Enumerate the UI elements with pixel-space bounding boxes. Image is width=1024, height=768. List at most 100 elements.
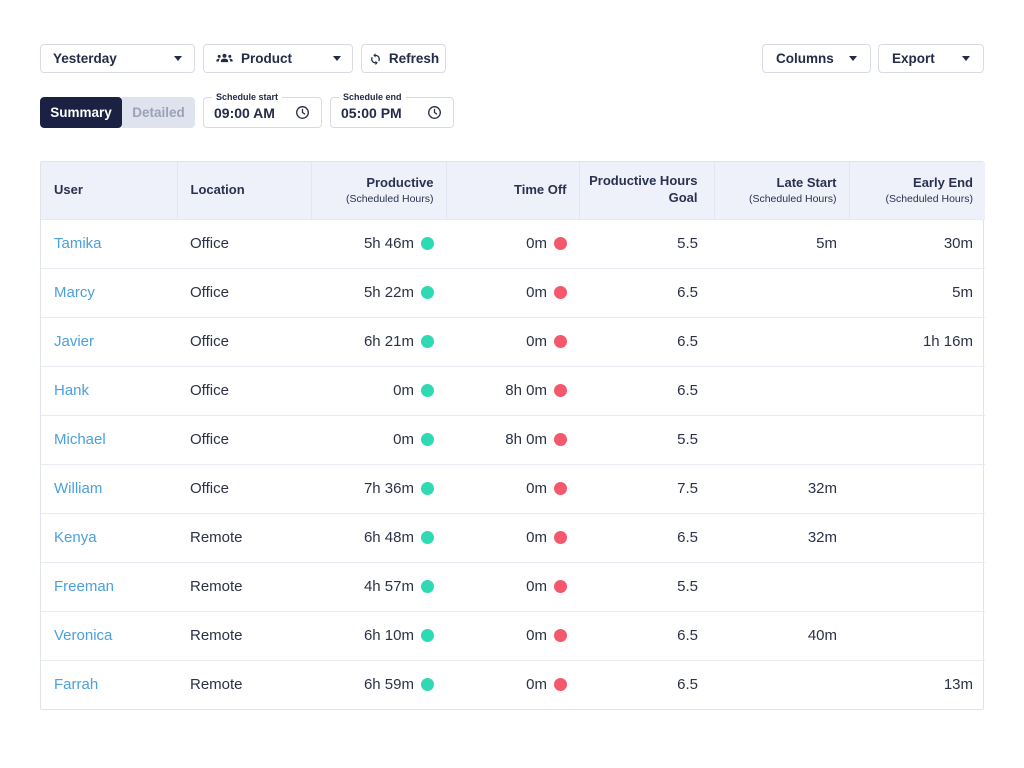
early-end-cell xyxy=(849,414,985,464)
caret-down-icon xyxy=(174,56,182,61)
productive-value: 6h 21m xyxy=(363,333,414,350)
early-end-cell: 5m xyxy=(849,267,985,317)
user-link[interactable]: Kenya xyxy=(54,529,97,546)
user-cell: Hank xyxy=(41,365,177,415)
productive-value: 6h 48m xyxy=(363,529,414,546)
productive-cell: 5h 22m xyxy=(311,267,446,317)
user-link[interactable]: William xyxy=(54,480,103,497)
column-header-productive: Productive (Scheduled Hours) xyxy=(310,162,446,219)
team-select[interactable]: Product xyxy=(203,44,353,73)
date-range-select[interactable]: Yesterday xyxy=(40,44,195,73)
tab-summary[interactable]: Summary xyxy=(40,97,122,128)
time-off-value: 0m xyxy=(526,676,547,694)
column-header-early-end: Early End (Scheduled Hours) xyxy=(848,162,985,219)
time-off-cell: 0m xyxy=(446,267,579,317)
summary-table: User Location Productive (Scheduled Hour… xyxy=(40,161,985,710)
user-cell: Freeman xyxy=(41,561,177,611)
user-link[interactable]: Marcy xyxy=(54,284,95,301)
caret-down-icon xyxy=(962,56,970,61)
schedule-start-field[interactable]: Schedule start 09:00 AM xyxy=(203,92,322,128)
location-cell: Remote xyxy=(177,659,311,709)
productive-dot-icon xyxy=(421,629,434,642)
early-end-cell: 13m xyxy=(849,659,985,709)
productive-cell: 7h 36m xyxy=(311,463,446,513)
tab-detailed[interactable]: Detailed xyxy=(122,97,195,128)
schedule-end-value: 05:00 PM xyxy=(341,104,402,121)
productive-dot-icon xyxy=(421,237,434,250)
time-off-cell: 0m xyxy=(446,512,579,562)
productive-dot-icon xyxy=(421,482,434,495)
user-link[interactable]: Veronica xyxy=(54,627,113,644)
goal-cell: 5.5 xyxy=(579,561,714,611)
time-off-value: 0m xyxy=(526,578,547,595)
table-row: Michael Office 0m 8h 0m 5.5 xyxy=(41,414,985,464)
column-header-goal: Productive Hours Goal xyxy=(578,162,714,219)
goal-cell: 6.5 xyxy=(579,365,714,415)
column-header-user: User xyxy=(41,162,177,219)
sync-icon xyxy=(368,51,383,66)
user-link[interactable]: Michael xyxy=(54,431,106,448)
productive-dot-icon xyxy=(421,384,434,397)
location-cell: Remote xyxy=(177,561,311,611)
goal-cell: 5.5 xyxy=(579,218,714,268)
clock-icon[interactable] xyxy=(294,104,311,121)
sub-toolbar: Summary Detailed Schedule start 09:00 AM… xyxy=(40,92,984,128)
user-cell: Kenya xyxy=(41,512,177,562)
time-off-dot-icon xyxy=(554,433,567,446)
refresh-button[interactable]: Refresh xyxy=(361,44,446,73)
user-cell: Javier xyxy=(41,316,177,366)
schedule-start-value: 09:00 AM xyxy=(214,104,275,121)
productive-value: 5h 46m xyxy=(363,235,414,252)
productive-dot-icon xyxy=(421,433,434,446)
productive-cell: 4h 57m xyxy=(311,561,446,611)
time-off-value: 0m xyxy=(526,480,547,497)
early-end-cell xyxy=(849,365,985,415)
late-start-cell: 32m xyxy=(714,512,849,562)
schedule-end-label: Schedule end xyxy=(339,92,406,102)
user-cell: Michael xyxy=(41,414,177,464)
export-select[interactable]: Export xyxy=(878,44,984,73)
goal-cell: 6.5 xyxy=(579,316,714,366)
goal-cell: 7.5 xyxy=(579,463,714,513)
user-cell: Farrah xyxy=(41,659,177,709)
user-link[interactable]: Freeman xyxy=(54,578,115,595)
user-link[interactable]: Farrah xyxy=(54,676,99,694)
productive-value: 0m xyxy=(393,382,414,399)
location-cell: Office xyxy=(177,414,311,464)
early-end-cell xyxy=(849,463,985,513)
column-header-location: Location xyxy=(176,162,311,219)
columns-select[interactable]: Columns xyxy=(762,44,871,73)
clock-icon[interactable] xyxy=(426,104,443,121)
productive-dot-icon xyxy=(421,286,434,299)
goal-cell: 6.5 xyxy=(579,659,714,709)
late-start-cell: 32m xyxy=(714,463,849,513)
time-off-value: 0m xyxy=(526,627,547,644)
time-off-dot-icon xyxy=(554,629,567,642)
late-start-cell xyxy=(714,659,849,709)
schedule-end-field[interactable]: Schedule end 05:00 PM xyxy=(330,92,454,128)
time-off-cell: 8h 0m xyxy=(446,414,579,464)
productive-cell: 6h 59m xyxy=(311,659,446,709)
time-off-dot-icon xyxy=(554,384,567,397)
caret-down-icon xyxy=(333,56,341,61)
user-cell: Veronica xyxy=(41,610,177,660)
columns-label: Columns xyxy=(776,51,834,66)
user-link[interactable]: Tamika xyxy=(54,235,102,252)
table-row: Marcy Office 5h 22m 0m 6.5 5m xyxy=(41,267,985,317)
user-link[interactable]: Hank xyxy=(54,382,90,399)
early-end-cell: 30m xyxy=(849,218,985,268)
late-start-cell: 5m xyxy=(714,218,849,268)
table-row: Hank Office 0m 8h 0m 6.5 xyxy=(41,365,985,415)
table-row: Tamika Office 5h 46m 0m 5.5 5m 30m xyxy=(41,218,985,268)
productive-cell: 6h 21m xyxy=(311,316,446,366)
productive-cell: 5h 46m xyxy=(311,218,446,268)
productive-dot-icon xyxy=(421,580,434,593)
productive-value: 0m xyxy=(393,431,414,448)
table-row: Kenya Remote 6h 48m 0m 6.5 32m xyxy=(41,512,985,562)
time-off-value: 0m xyxy=(526,333,547,350)
goal-cell: 5.5 xyxy=(579,414,714,464)
time-off-cell: 0m xyxy=(446,561,579,611)
time-off-value: 8h 0m xyxy=(505,382,547,399)
user-link[interactable]: Javier xyxy=(54,333,95,350)
productive-value: 6h 10m xyxy=(363,627,414,644)
